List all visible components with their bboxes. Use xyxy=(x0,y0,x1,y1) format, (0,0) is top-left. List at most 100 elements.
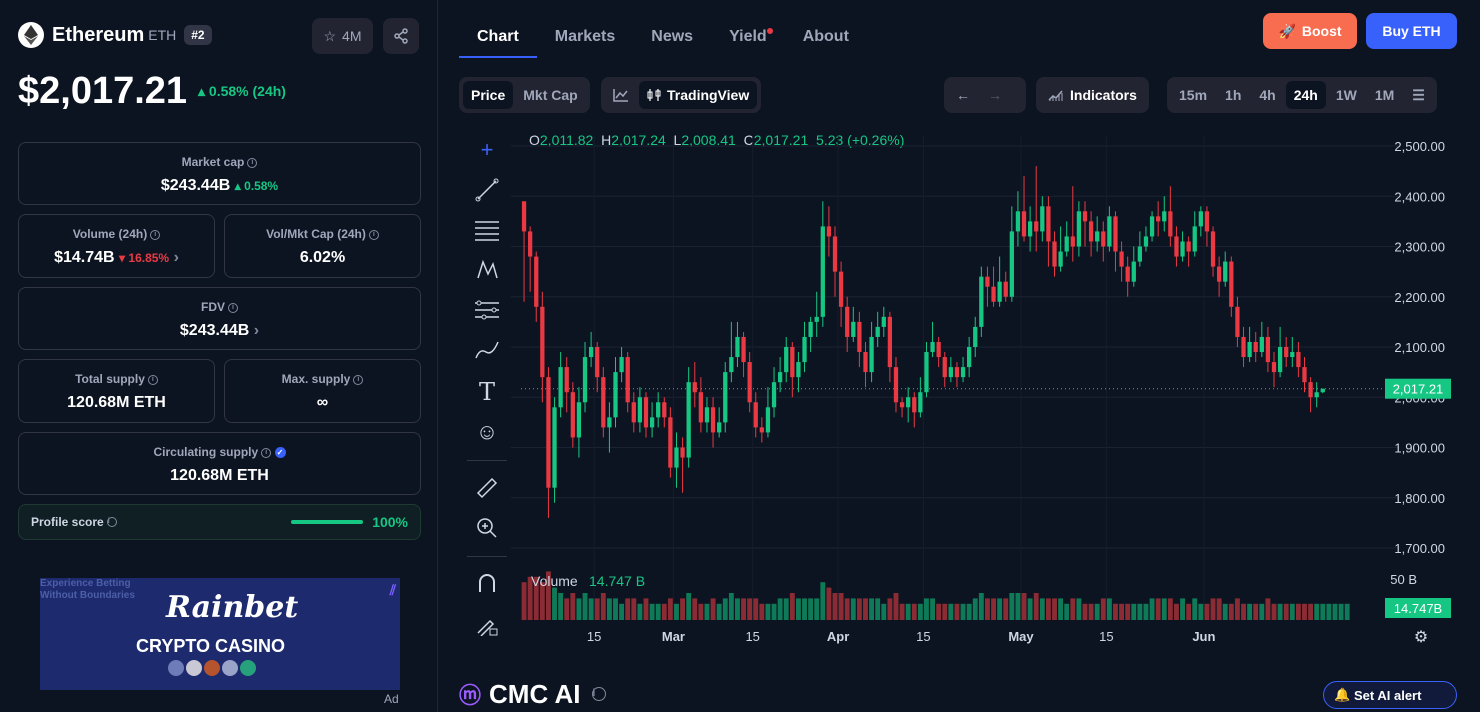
line-chart-toggle[interactable] xyxy=(605,81,637,109)
tab-markets[interactable]: Markets xyxy=(554,28,616,45)
candle-body xyxy=(552,407,557,488)
ohlc-h-value: 2,017.24 xyxy=(611,132,666,148)
info-icon[interactable]: i xyxy=(247,157,258,168)
mktcap-toggle[interactable]: Mkt Cap xyxy=(523,87,578,103)
market-cap-change: ▴ 0.58% xyxy=(234,179,279,193)
timeframe-4h[interactable]: 4h xyxy=(1259,87,1276,103)
lock-drawings-icon[interactable] xyxy=(473,610,501,638)
ruler-icon[interactable] xyxy=(473,474,501,502)
volume-card[interactable]: Volume (24h) i $14.74B ▾ 16.85% › xyxy=(18,214,215,278)
pattern-icon[interactable] xyxy=(473,256,501,284)
brush-icon[interactable] xyxy=(473,336,501,364)
vol-mkt-card: Vol/Mkt Cap (24h) i 6.02% xyxy=(224,214,421,278)
timeframe-1w[interactable]: 1W xyxy=(1335,87,1357,103)
volume-bar xyxy=(1143,603,1149,620)
watchlist-button[interactable]: ☆ 4M xyxy=(312,18,373,54)
candle-body xyxy=(1302,367,1307,383)
info-icon[interactable]: i xyxy=(368,229,379,240)
candle-body xyxy=(1180,241,1185,257)
arrow-right-icon[interactable]: → xyxy=(988,87,1002,103)
chart-area[interactable]: + T ☺ O2,011.82 H2,017.24 L2,008.41 C2,0… xyxy=(459,126,1469,656)
info-icon[interactable]: i xyxy=(261,447,272,458)
chart-type-toggle: TradingView xyxy=(601,77,762,113)
tab-about[interactable]: About xyxy=(802,28,849,45)
candle-body xyxy=(1070,236,1075,247)
notification-dot xyxy=(766,28,773,34)
candle-body xyxy=(1277,347,1283,373)
watchlist-count: 4M xyxy=(342,28,362,44)
candle-body xyxy=(1003,281,1008,297)
candle-body xyxy=(979,276,984,327)
indicators-button[interactable]: Indicators xyxy=(1036,77,1149,113)
candle-body xyxy=(1058,251,1063,267)
volume-bar xyxy=(887,598,893,620)
fib-lines-icon[interactable] xyxy=(473,216,501,244)
candle-body xyxy=(1076,211,1082,247)
tab-yield[interactable]: Yield xyxy=(711,18,785,58)
max-supply-card: Max. supply i ∞ xyxy=(224,359,421,423)
candle-body xyxy=(759,427,764,433)
volume-bar xyxy=(838,593,844,620)
volume-bar xyxy=(808,598,814,620)
share-button[interactable] xyxy=(383,18,419,54)
profile-value: 100% xyxy=(372,514,408,530)
candle-body xyxy=(528,231,533,257)
emoji-icon[interactable]: ☺ xyxy=(475,419,499,444)
candle-body xyxy=(668,417,673,468)
tradingview-toggle[interactable]: TradingView xyxy=(639,81,758,109)
set-ai-alert-button[interactable]: 🔔 Set AI alert xyxy=(1323,681,1457,709)
volume-bar xyxy=(606,598,612,620)
candle-body xyxy=(1101,231,1106,247)
info-icon[interactable]: i xyxy=(591,687,606,701)
volume-bar xyxy=(1277,603,1283,620)
candle-body xyxy=(704,407,710,423)
candle-body xyxy=(1253,341,1258,353)
volume-bar xyxy=(1015,593,1021,620)
arrow-left-icon[interactable]: ← xyxy=(956,87,970,103)
volume-bar xyxy=(972,598,978,620)
price-toggle[interactable]: Price xyxy=(463,81,514,109)
fdv-card[interactable]: FDV i $243.44B › xyxy=(18,287,421,350)
candle-body xyxy=(1174,236,1179,257)
candle-body xyxy=(1290,352,1295,358)
crosshair-icon[interactable]: + xyxy=(480,137,494,162)
settings-sliders-icon[interactable]: ☰ xyxy=(1412,86,1425,103)
ad-banner[interactable]: Experience Betting Without Boundaries Ra… xyxy=(40,578,400,690)
timeframe-1m[interactable]: 1M xyxy=(1374,87,1395,103)
line-chart-icon xyxy=(613,89,628,102)
trendline-icon[interactable] xyxy=(473,176,501,204)
total-supply-card: Total supply i 120.68M ETH xyxy=(18,359,215,423)
volume-bar xyxy=(905,603,911,620)
candle-body xyxy=(1229,261,1234,307)
timeframe-selector: 15m 1h 4h 24h 1W 1M ☰ xyxy=(1167,77,1437,113)
tab-news[interactable]: News xyxy=(651,28,694,45)
volume-bar xyxy=(1338,603,1344,620)
magnet-icon[interactable] xyxy=(473,570,501,598)
info-icon[interactable]: i xyxy=(106,517,117,527)
volume-bar xyxy=(936,603,942,620)
volume-bar xyxy=(1009,593,1015,620)
ohlc-l-label: L xyxy=(673,132,682,148)
volume-bar xyxy=(1314,603,1320,620)
info-icon[interactable]: i xyxy=(147,374,158,385)
zoom-in-icon[interactable] xyxy=(473,514,501,542)
projection-icon[interactable] xyxy=(473,296,501,324)
rank-badge: #2 xyxy=(184,25,212,45)
volume-bar xyxy=(649,603,655,620)
market-cap-change-value: 0.58% xyxy=(244,179,279,193)
candle-body xyxy=(1046,206,1051,242)
volume-bar xyxy=(869,598,875,620)
buy-eth-button[interactable]: Buy ETH xyxy=(1366,13,1457,49)
timeframe-15m[interactable]: 15m xyxy=(1179,87,1208,103)
info-icon[interactable]: i xyxy=(353,374,364,385)
volume-bar xyxy=(1192,598,1198,620)
volume-bar xyxy=(1113,603,1118,620)
candle-body xyxy=(912,397,917,413)
tab-chart[interactable]: Chart xyxy=(459,18,537,58)
boost-button[interactable]: 🚀 Boost xyxy=(1263,13,1357,49)
text-tool-icon[interactable]: T xyxy=(478,378,495,406)
timeframe-1h[interactable]: 1h xyxy=(1225,87,1242,103)
info-icon[interactable]: i xyxy=(228,302,238,313)
timeframe-24h[interactable]: 24h xyxy=(1285,81,1326,109)
info-icon[interactable]: i xyxy=(150,229,161,240)
